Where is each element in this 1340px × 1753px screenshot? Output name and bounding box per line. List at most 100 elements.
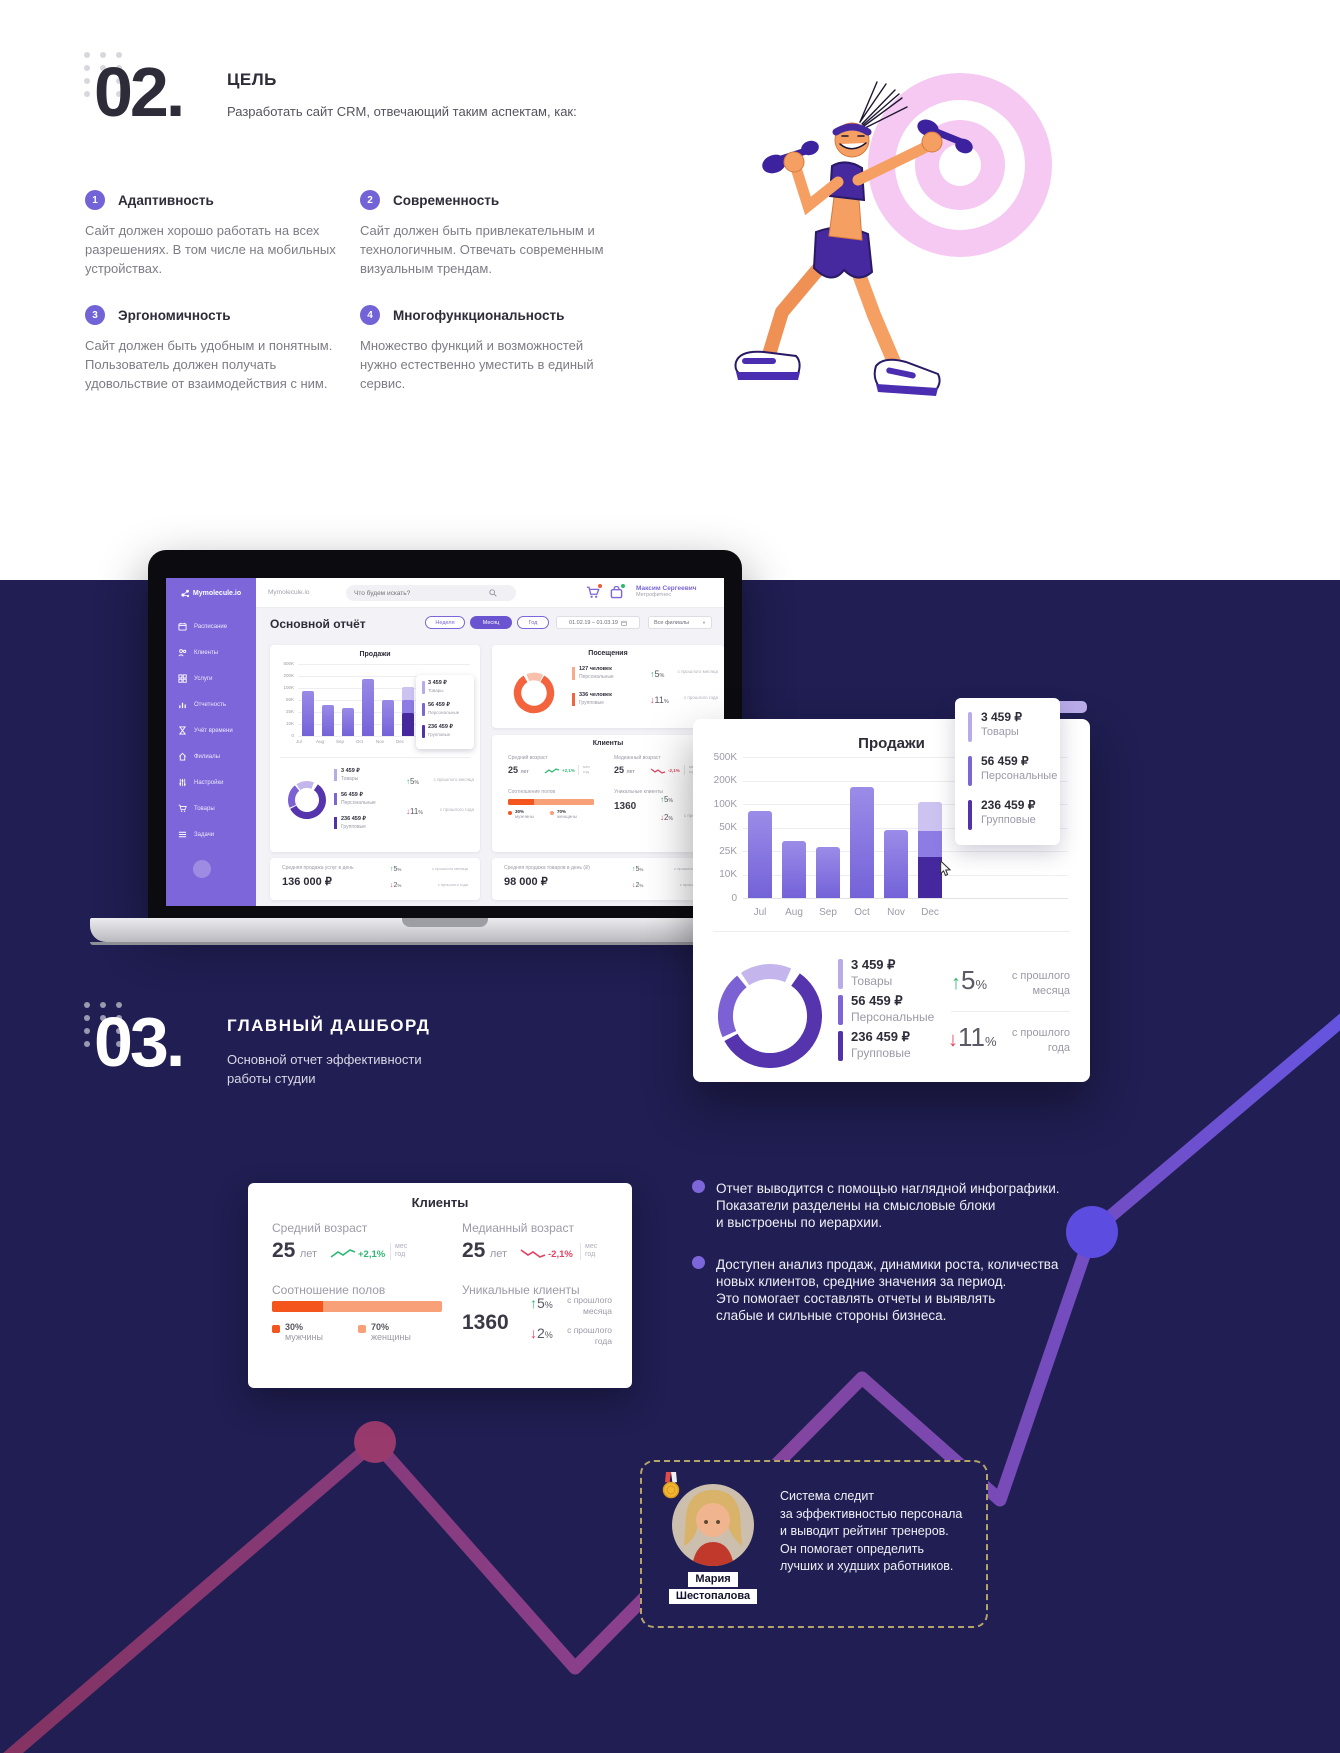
user-name: Максим Сергеевич bbox=[636, 585, 697, 592]
clients-delta-month: ↑5% bbox=[530, 1295, 553, 1311]
goal-item-1: 1 Адаптивность Сайт должен хорошо работа… bbox=[85, 190, 350, 279]
sidebar-item-clients[interactable]: Клиенты bbox=[178, 648, 218, 657]
branch-select[interactable]: Все филиалы ▼ bbox=[648, 616, 712, 629]
item-2-badge: 2 bbox=[360, 190, 380, 210]
goal-item-4: 4 Многофункциональность Множество функци… bbox=[360, 305, 610, 394]
mini-visits-title: Посещения bbox=[588, 650, 628, 657]
filter-year[interactable]: Год bbox=[517, 616, 549, 629]
sidebar-item-settings[interactable]: Настройки bbox=[178, 778, 223, 787]
home-icon bbox=[179, 752, 186, 761]
molecule-icon bbox=[181, 589, 189, 597]
section-number-03: 03. bbox=[94, 1003, 185, 1081]
sidebar-action-button[interactable] bbox=[193, 860, 211, 878]
woman-character bbox=[734, 81, 973, 396]
mini-clients-card: Клиенты Средний возраст 25 лет +2,1% мес… bbox=[492, 735, 724, 852]
mini-visits-card: Посещения 127 человек Персональные 336 ч… bbox=[492, 645, 724, 728]
calendar-icon bbox=[178, 622, 187, 631]
sales-donut-chart bbox=[718, 964, 822, 1068]
section-03-title: ГЛАВНЫЙ ДАШБОРД bbox=[227, 1016, 431, 1035]
sneaker-right bbox=[873, 358, 941, 396]
grid-icon bbox=[178, 674, 187, 683]
crm-content: Основной отчёт Неделя Месяц Год 01.02.19… bbox=[256, 608, 724, 906]
avg-goods-card: Средняя продажа товаров в день (₽) 98 00… bbox=[492, 858, 724, 900]
sidebar-item-reports[interactable]: Отчетность bbox=[178, 700, 226, 709]
sidebar-label: Расписание bbox=[194, 623, 228, 630]
section-02-subtitle: Разработать сайт CRM, отвечающий таким а… bbox=[227, 104, 577, 119]
search-input[interactable] bbox=[354, 589, 484, 597]
crm-logo-text: Mymolecule.io bbox=[192, 589, 242, 597]
units-month-year: мес год bbox=[390, 1243, 407, 1260]
purchases-badge bbox=[620, 583, 626, 589]
sidebar-item-branches[interactable]: Филиалы bbox=[178, 752, 220, 761]
bar-dec-group[interactable] bbox=[918, 857, 942, 898]
filter-month[interactable]: Месяц bbox=[470, 616, 512, 629]
bar-dec-personal[interactable] bbox=[918, 831, 942, 858]
clients-card-title: Клиенты bbox=[411, 1195, 469, 1210]
bar-jul[interactable] bbox=[748, 811, 772, 898]
laptop-screen: Mymolecule.io Mymolecule.io bbox=[166, 566, 724, 906]
sidebar-item-services[interactable]: Услуги bbox=[178, 674, 212, 683]
item-3-body: Сайт должен быть удобным и понятным. Пол… bbox=[85, 338, 333, 391]
crm-logo[interactable]: Mymolecule.io bbox=[166, 578, 256, 608]
median-age-value: 25 лет bbox=[462, 1239, 508, 1262]
user-role: Метрофитнес bbox=[636, 592, 672, 598]
goal-item-2: 2 Современность Сайт должен быть привлек… bbox=[360, 190, 610, 279]
bar-sep[interactable] bbox=[816, 847, 840, 898]
people-icon bbox=[178, 649, 187, 657]
branch-select-value: Все филиалы bbox=[654, 619, 690, 626]
sidebar-label: Товары bbox=[194, 805, 215, 812]
laptop-base bbox=[90, 918, 800, 945]
sales-card-title: Продажи bbox=[858, 735, 925, 752]
date-range-picker[interactable]: 01.02.19 – 01.03.19 bbox=[556, 616, 640, 629]
bar-chart-icon bbox=[179, 702, 186, 709]
section-02-title: ЦЕЛЬ bbox=[227, 70, 277, 89]
bar-dec-goods[interactable] bbox=[918, 802, 942, 832]
user-menu[interactable]: Максим Сергеевич Метрофитнес bbox=[636, 585, 696, 598]
sidebar-item-time-tracking[interactable]: Учёт времени bbox=[178, 726, 233, 735]
gender-legend-male: 30% мужчины bbox=[285, 1322, 323, 1342]
cart-button[interactable] bbox=[586, 583, 603, 599]
item-2-title: Современность bbox=[393, 192, 500, 208]
purchases-button[interactable] bbox=[610, 583, 626, 599]
cart-small-icon bbox=[178, 804, 187, 812]
mini-sales-title: Продажи bbox=[359, 651, 391, 658]
breadcrumb[interactable]: Mymolecule.io bbox=[268, 589, 310, 596]
gold-medal-icon bbox=[662, 1472, 680, 1499]
item-4-body: Множество функций и возможностей нужно е… bbox=[360, 338, 594, 391]
item-1-body: Сайт должен хорошо работать на всех разр… bbox=[85, 223, 336, 276]
list-icon bbox=[178, 831, 187, 838]
sidebar-label: Учёт времени bbox=[194, 727, 233, 734]
bar-nov[interactable] bbox=[884, 830, 908, 898]
crm-sidebar: Расписание Клиенты Услуги Отчетность Учё… bbox=[166, 608, 256, 906]
bar-oct[interactable] bbox=[850, 787, 874, 898]
section-number-02: 02. bbox=[94, 53, 185, 131]
bullet-dot-1 bbox=[692, 1180, 705, 1193]
sidebar-label: Филиалы bbox=[194, 753, 220, 760]
sidebar-item-tasks[interactable]: Задачи bbox=[178, 830, 214, 839]
bullet-dot-2 bbox=[692, 1256, 705, 1269]
bullet-2-text: Доступен анализ продаж, динамики роста, … bbox=[716, 1257, 1059, 1323]
search-bar[interactable] bbox=[346, 585, 516, 601]
sidebar-label: Услуги bbox=[194, 675, 213, 682]
crm-header: Mymolecule.io Mymolecule.io bbox=[166, 578, 724, 608]
dots-decoration-02 bbox=[84, 52, 125, 97]
trend-up-sparkline bbox=[330, 1249, 356, 1258]
bar-aug[interactable] bbox=[782, 841, 806, 898]
trend-down-sparkline bbox=[520, 1249, 546, 1258]
hourglass-icon bbox=[178, 726, 187, 735]
sales-delta-month: ↑5% bbox=[951, 965, 988, 995]
trend-down-sparkline bbox=[650, 768, 666, 774]
date-range-value: 01.02.19 – 01.03.19 bbox=[569, 619, 618, 626]
sidebar-label: Задачи bbox=[194, 831, 215, 838]
trainer-name: Мария Шестопалова bbox=[642, 1570, 784, 1604]
bullet-1-text: Отчет выводится с помощью наглядной инфо… bbox=[716, 1181, 1060, 1230]
sidebar-item-schedule[interactable]: Расписание bbox=[178, 622, 227, 631]
laptop-camera-strip bbox=[166, 566, 724, 578]
item-2-body: Сайт должен быть привлекательным и техно… bbox=[360, 223, 604, 276]
filter-week[interactable]: Неделя bbox=[425, 616, 465, 629]
fitness-illustration bbox=[734, 73, 1052, 396]
unique-clients-value: 1360 bbox=[462, 1311, 509, 1334]
gender-ratio-bar bbox=[272, 1301, 442, 1312]
sidebar-item-goods[interactable]: Товары bbox=[178, 804, 215, 813]
